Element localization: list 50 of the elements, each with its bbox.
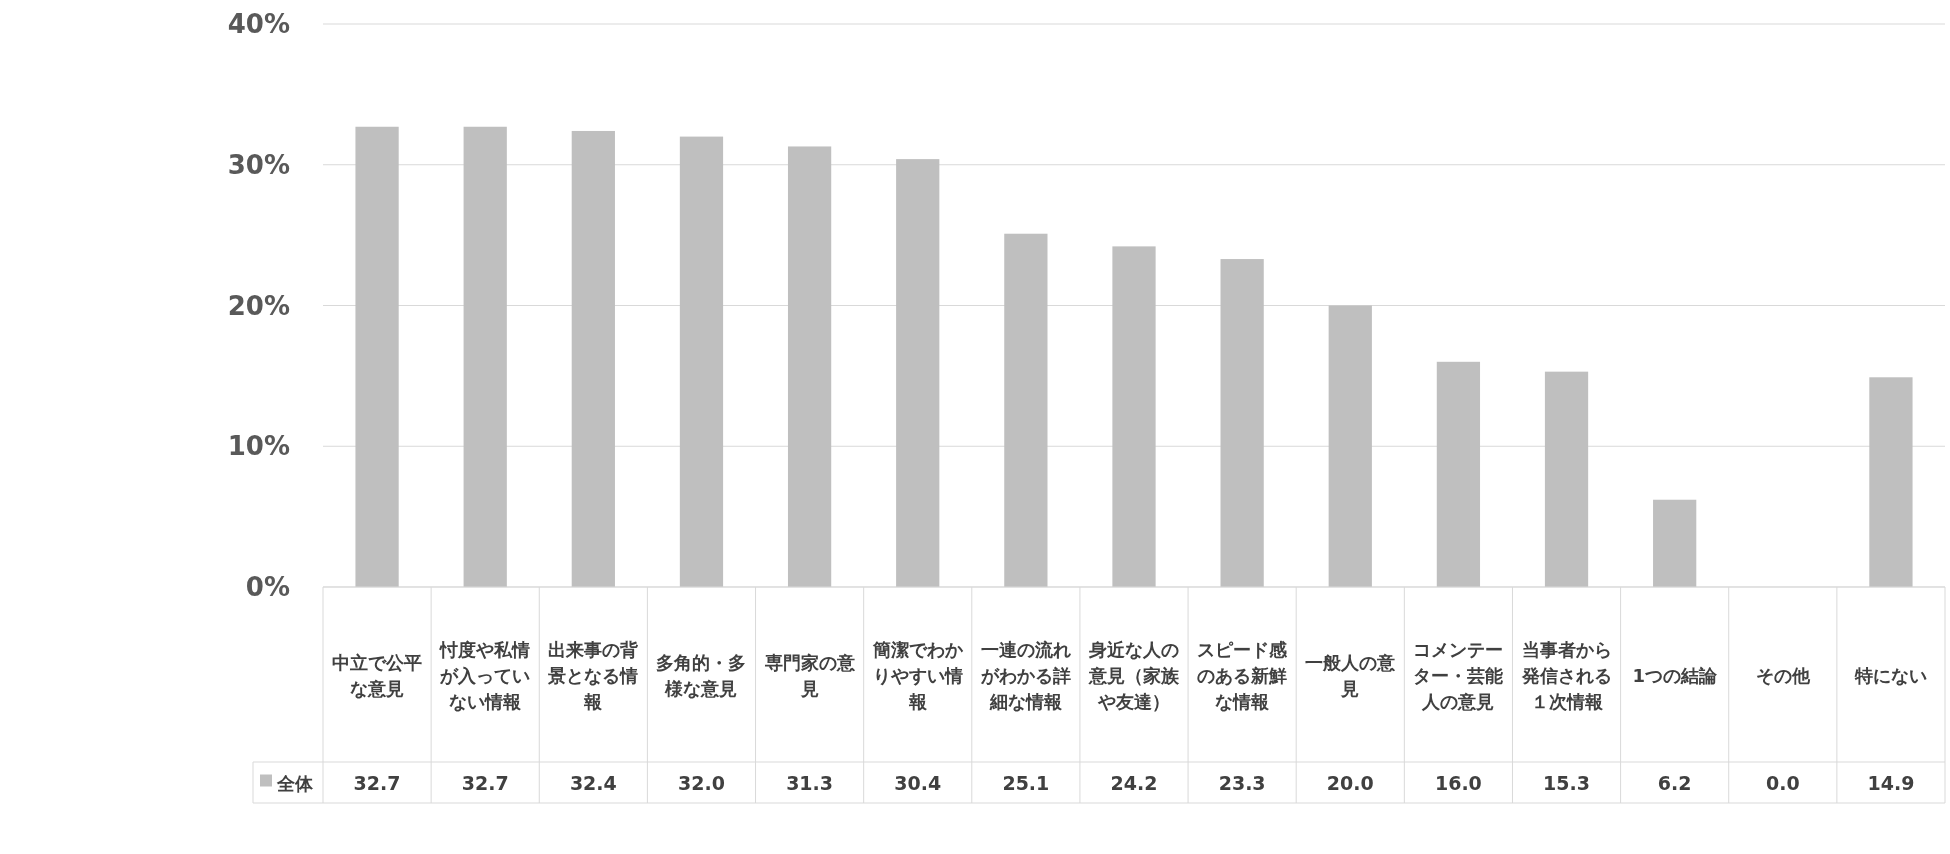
bar <box>896 159 940 587</box>
bar <box>1436 361 1481 587</box>
text: 25.1 <box>1002 771 1050 794</box>
text: 24.2 <box>1110 771 1158 794</box>
bar <box>1112 246 1156 587</box>
text: 32.0 <box>678 771 725 794</box>
text: 0.0 <box>1765 771 1800 794</box>
x-tick-label: 1つの結論 <box>1632 664 1718 686</box>
bar <box>679 136 724 587</box>
text: 32.4 <box>569 771 617 794</box>
bar <box>571 130 615 587</box>
x-tick-label: 一般人の意見 <box>1305 651 1397 699</box>
x-tick-label: その他 <box>1755 664 1811 686</box>
text: 16.0 <box>1434 771 1482 794</box>
text: 15.3 <box>1543 771 1590 794</box>
bar <box>1328 305 1372 587</box>
text: 14.9 <box>1867 771 1915 794</box>
x-tick-label: 多角的・多様な意見 <box>656 651 747 699</box>
x-tick-label: 簡潔でわかりやすい情報 <box>871 638 964 712</box>
x-tick-label: スピード感のある新鮮な情報 <box>1197 638 1289 712</box>
bar <box>1220 259 1264 587</box>
bar <box>1544 371 1589 587</box>
bar <box>787 146 832 587</box>
bar <box>355 126 399 587</box>
x-tick-label: 中立で公平な意見 <box>332 651 423 699</box>
bar <box>463 126 507 587</box>
y-tick-label: 0% <box>245 572 290 602</box>
x-tick-label: 忖度や私情が入っていない情報 <box>439 638 531 712</box>
x-tick-label: コメンテーター・芸能人の意見 <box>1413 638 1504 712</box>
text: 6.2 <box>1657 771 1692 794</box>
x-tick-label: 一連の流れがわかる詳細な情報 <box>979 638 1071 712</box>
text: 32.7 <box>353 771 401 794</box>
y-tick-label: 40% <box>227 9 290 39</box>
bar <box>1653 499 1697 587</box>
text: 20.0 <box>1326 771 1374 794</box>
x-tick-label: 当事者から発信される１次情報 <box>1520 638 1612 712</box>
x-tick-label: 特にない <box>1853 664 1927 686</box>
x-tick-label: 身近な人の意見（家族や友達） <box>1088 638 1180 712</box>
bar <box>1004 233 1048 587</box>
y-tick-label: 20% <box>227 290 290 321</box>
x-tick-label: 出来事の背景となる情報 <box>547 638 640 712</box>
text: 32.7 <box>461 771 509 794</box>
text: 23.3 <box>1218 771 1266 794</box>
text: 31.3 <box>786 771 834 794</box>
y-tick-label: 30% <box>227 149 290 180</box>
y-tick-label: 10% <box>227 431 290 462</box>
bar <box>1869 377 1913 587</box>
legend-label: 全体 <box>276 772 314 794</box>
x-tick-label: 専門家の意見 <box>763 651 856 699</box>
text: 30.4 <box>894 771 942 794</box>
